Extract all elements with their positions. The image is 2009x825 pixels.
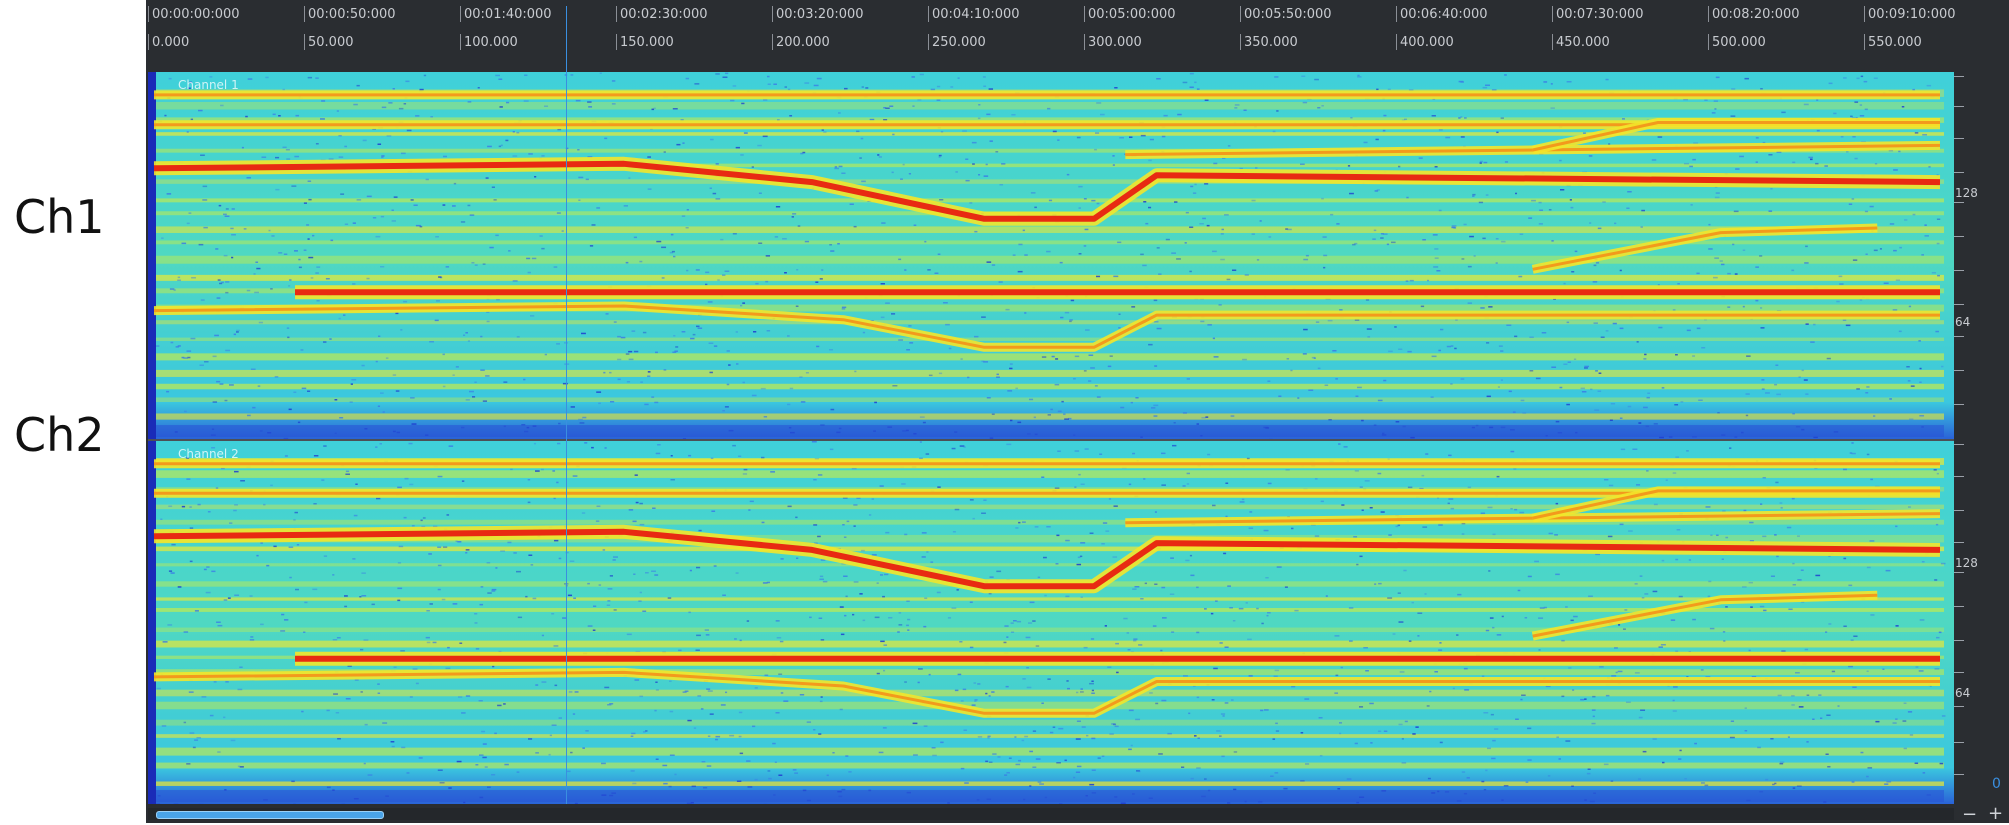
scale-label-128-ch2: 128 bbox=[1955, 556, 1978, 570]
scale-tick bbox=[1954, 370, 1964, 371]
ruler-seconds-label: 550.000 bbox=[1868, 35, 1922, 50]
scrollbar-thumb[interactable] bbox=[156, 811, 384, 819]
zoom-in-button[interactable]: + bbox=[1988, 803, 2003, 824]
channel-divider bbox=[148, 439, 1954, 441]
ruler-time-label: 00:06:40:000 bbox=[1400, 7, 1488, 22]
scale-label-128-ch1: 128 bbox=[1955, 186, 1978, 200]
ruler-tick-8: 00:06:40:000 400.000 bbox=[1396, 6, 1546, 66]
ruler-seconds-label: 150.000 bbox=[620, 35, 674, 50]
channel-labels: Ch1 Ch2 bbox=[0, 0, 146, 823]
ruler-tick-9: 00:07:30:000 450.000 bbox=[1552, 6, 1702, 66]
channel-1-label: Ch1 bbox=[14, 190, 105, 244]
scale-tick bbox=[1954, 202, 1964, 203]
ruler-tick-11: 00:09:10:000 550.000 bbox=[1864, 6, 2009, 66]
ruler-seconds-label: 500.000 bbox=[1712, 35, 1766, 50]
ruler-tick-0: 00:00:00:000 0.000 bbox=[148, 6, 298, 66]
channel-2-spectrogram[interactable]: Channel 2 bbox=[148, 441, 1954, 804]
ruler-seconds-label: 300.000 bbox=[1088, 35, 1142, 50]
scale-label-64-ch2: 64 bbox=[1955, 686, 1970, 700]
ruler-time-label: 00:05:00:000 bbox=[1088, 7, 1176, 22]
scale-tick bbox=[1954, 404, 1964, 405]
scale-label-64-ch1: 64 bbox=[1955, 315, 1970, 329]
scale-tick bbox=[1954, 304, 1964, 305]
ruler-seconds-label: 450.000 bbox=[1556, 35, 1610, 50]
scale-tick bbox=[1954, 138, 1964, 139]
scale-label-0: 0 bbox=[1992, 776, 2001, 792]
horizontal-scrollbar[interactable] bbox=[148, 808, 1954, 820]
scale-tick bbox=[1954, 510, 1964, 511]
ruler-tick-10: 00:08:20:000 500.000 bbox=[1708, 6, 1858, 66]
ruler-seconds-label: 350.000 bbox=[1244, 35, 1298, 50]
ruler-tick-1: 00:00:50:000 50.000 bbox=[304, 6, 454, 66]
ruler-seconds-label: 0.000 bbox=[152, 35, 189, 50]
ruler-seconds-label: 200.000 bbox=[776, 35, 830, 50]
ruler-tick-5: 00:04:10:000 250.000 bbox=[928, 6, 1078, 66]
ruler-seconds-label: 50.000 bbox=[308, 35, 354, 50]
scale-tick bbox=[1954, 706, 1964, 707]
playback-cursor[interactable] bbox=[566, 6, 567, 804]
scale-tick bbox=[1954, 572, 1964, 573]
ruler-time-label: 00:09:10:000 bbox=[1868, 7, 1956, 22]
scale-tick bbox=[1954, 444, 1964, 445]
scale-tick bbox=[1954, 606, 1964, 607]
ruler-tick-2: 00:01:40:000 100.000 bbox=[460, 6, 610, 66]
channel-2-label: Ch2 bbox=[14, 408, 105, 462]
ruler-tick-6: 00:05:00:000 300.000 bbox=[1084, 6, 1234, 66]
zoom-out-button[interactable]: − bbox=[1962, 804, 1977, 825]
scale-tick bbox=[1954, 76, 1964, 77]
scale-tick bbox=[1954, 172, 1964, 173]
ruler-seconds-label: 250.000 bbox=[932, 35, 986, 50]
scale-tick bbox=[1954, 476, 1964, 477]
ruler-time-label: 00:02:30:000 bbox=[620, 7, 708, 22]
ruler-time-label: 00:03:20:000 bbox=[776, 7, 864, 22]
ruler-time-label: 00:00:50:000 bbox=[308, 7, 396, 22]
channel-1-title: Channel 1 bbox=[178, 78, 239, 92]
ruler-time-label: 00:05:50:000 bbox=[1244, 7, 1332, 22]
channel-1-spectrogram[interactable]: Channel 1 bbox=[148, 72, 1954, 439]
ruler-tick-4: 00:03:20:000 200.000 bbox=[772, 6, 922, 66]
spectrogram-area[interactable]: Channel 1 Channel 2 bbox=[148, 72, 1954, 804]
scale-tick bbox=[1954, 236, 1964, 237]
ruler-time-label: 00:04:10:000 bbox=[932, 7, 1020, 22]
ruler-time-label: 00:07:30:000 bbox=[1556, 7, 1644, 22]
ruler-time-label: 00:00:00:000 bbox=[152, 7, 240, 22]
ruler-time-label: 00:01:40:000 bbox=[464, 7, 552, 22]
scale-tick bbox=[1954, 270, 1964, 271]
time-ruler[interactable]: 00:00:00:000 0.000 00:00:50:000 50.000 00:01… bbox=[146, 0, 2009, 72]
scale-tick bbox=[1954, 742, 1964, 743]
ruler-seconds-label: 400.000 bbox=[1400, 35, 1454, 50]
spectrogram-viewer: 00:00:00:000 0.000 00:00:50:000 50.000 00:01… bbox=[146, 0, 2009, 823]
channel-2-title: Channel 2 bbox=[178, 447, 239, 461]
ruler-tick-7: 00:05:50:000 350.000 bbox=[1240, 6, 1390, 66]
scale-tick bbox=[1954, 336, 1964, 337]
scale-tick bbox=[1954, 640, 1964, 641]
scale-tick bbox=[1954, 672, 1964, 673]
ruler-tick-3: 00:02:30:000 150.000 bbox=[616, 6, 766, 66]
frequency-scale: 128 64 128 64 0 bbox=[1954, 72, 2009, 804]
scale-tick bbox=[1954, 542, 1964, 543]
ruler-seconds-label: 100.000 bbox=[464, 35, 518, 50]
scale-tick bbox=[1954, 774, 1964, 775]
scale-tick bbox=[1954, 106, 1964, 107]
ruler-time-label: 00:08:20:000 bbox=[1712, 7, 1800, 22]
